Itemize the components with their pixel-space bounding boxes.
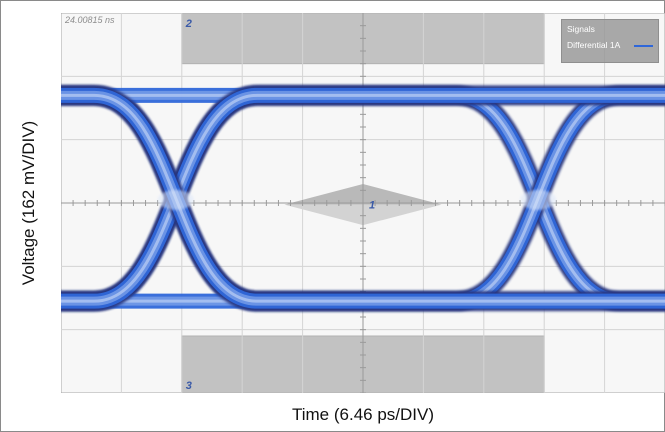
timestamp-readout: 24.00815 ns [65,15,115,25]
legend-title: Signals [567,24,595,34]
y-axis-label-box: Voltage (162 mV/DIV) [1,13,57,393]
mask-label-1: 1 [369,200,375,212]
mask-label-3: 3 [186,380,192,392]
legend-swatch-differential-1a [634,45,653,47]
eye-diagram-plot: 1 2 3 [61,13,665,393]
eye-crossing-2 [520,189,557,210]
legend-entry-differential-1a: Differential 1A [567,40,621,50]
legend[interactable]: Signals Differential 1A [561,19,659,63]
y-axis-label: Voltage (162 mV/DIV) [19,120,39,286]
x-axis-label: Time (6.46 ps/DIV) [291,405,435,424]
eye-crossing-1 [157,189,194,210]
mask-label-2: 2 [185,18,192,30]
scope-display: 1 2 3 24.00815 ns Signals Differential 1A [61,13,665,393]
